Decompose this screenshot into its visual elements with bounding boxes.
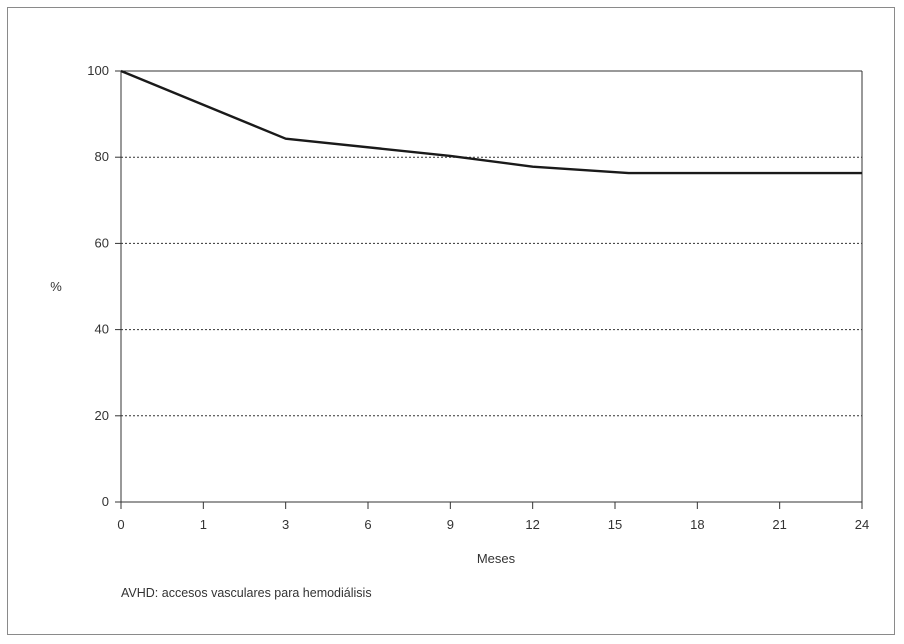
x-tick-label-21: 21 bbox=[772, 517, 786, 532]
y-tick-label-60: 60 bbox=[95, 235, 109, 250]
y-ticks: 0 20 40 60 80 100 bbox=[87, 63, 121, 509]
footnote: AVHD: accesos vasculares para hemodiális… bbox=[121, 586, 372, 600]
y-tick-label-40: 40 bbox=[95, 322, 109, 337]
x-tick-label-0: 0 bbox=[117, 517, 124, 532]
y-tick-label-20: 20 bbox=[95, 408, 109, 423]
x-tick-label-12: 12 bbox=[525, 517, 539, 532]
grid-lines bbox=[121, 156, 862, 417]
x-tick-label-15: 15 bbox=[608, 517, 622, 532]
y-tick-label-100: 100 bbox=[87, 63, 109, 78]
y-tick-label-80: 80 bbox=[95, 149, 109, 164]
series-line-0 bbox=[120, 69, 862, 175]
y-tick-label-0: 0 bbox=[102, 494, 109, 509]
x-tick-label-3: 3 bbox=[282, 517, 289, 532]
x-ticks: 0 1 3 6 9 12 15 18 21 24 bbox=[117, 502, 869, 532]
y-axis-title: % bbox=[50, 279, 62, 294]
figure-frame bbox=[7, 7, 895, 635]
x-tick-label-1: 1 bbox=[200, 517, 207, 532]
x-axis-title: Meses bbox=[477, 551, 516, 566]
x-tick-label-18: 18 bbox=[690, 517, 704, 532]
series-group bbox=[120, 69, 863, 175]
x-tick-label-24: 24 bbox=[855, 517, 869, 532]
x-tick-label-9: 9 bbox=[447, 517, 454, 532]
x-tick-label-6: 6 bbox=[364, 517, 371, 532]
axes bbox=[120, 70, 863, 503]
